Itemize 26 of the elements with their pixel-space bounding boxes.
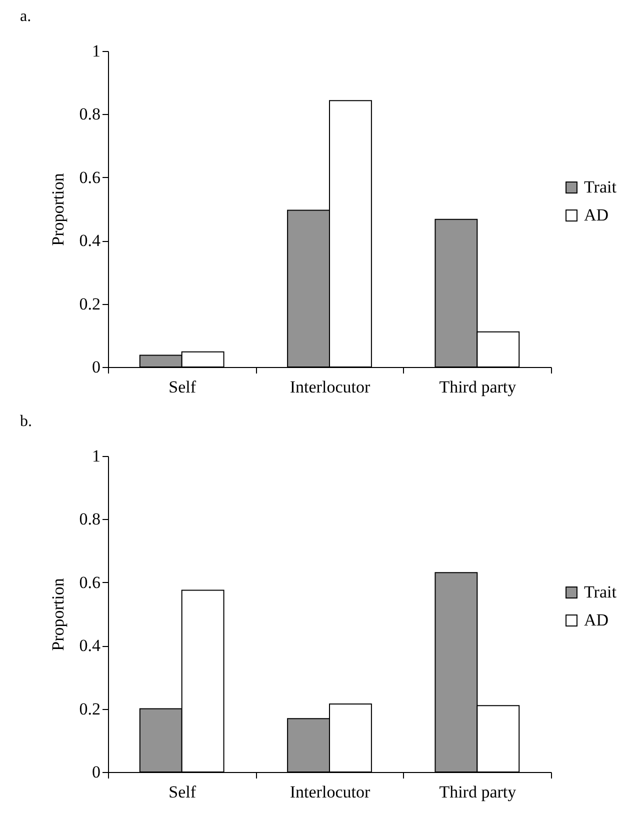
y-tick-label: 0.8 [79,510,100,529]
x-tick-label: Third party [439,782,517,802]
legend-label: Trait [584,178,617,196]
y-tick-label: 0.4 [79,231,101,250]
y-axis-title: Proportion [48,172,68,246]
y-tick-label: 0.2 [79,294,100,314]
y-tick-label: 1 [92,42,100,60]
x-tick-label: Self [168,378,196,396]
y-axis-title: Proportion [48,578,68,651]
x-tick-label: Interlocutor [290,782,370,802]
y-tick-label: 0.8 [79,104,100,124]
legend-label: AD [584,610,609,630]
y-tick-label: 0.6 [79,168,100,187]
y-tick-label: 0.4 [79,636,101,656]
chart-title: a. [20,8,32,25]
y-tick-label: 1 [92,446,100,466]
legend-label: AD [584,206,609,224]
x-tick-label: Third party [439,378,517,396]
y-tick-label: 0.6 [79,572,100,592]
y-tick-label: 0 [92,762,100,782]
chart-title: b. [20,413,32,430]
y-tick-label: 0.2 [79,699,100,718]
legend-label: Trait [584,582,617,602]
y-tick-label: 0 [92,358,100,376]
x-tick-label: Self [168,782,196,802]
x-tick-label: Interlocutor [290,378,370,396]
